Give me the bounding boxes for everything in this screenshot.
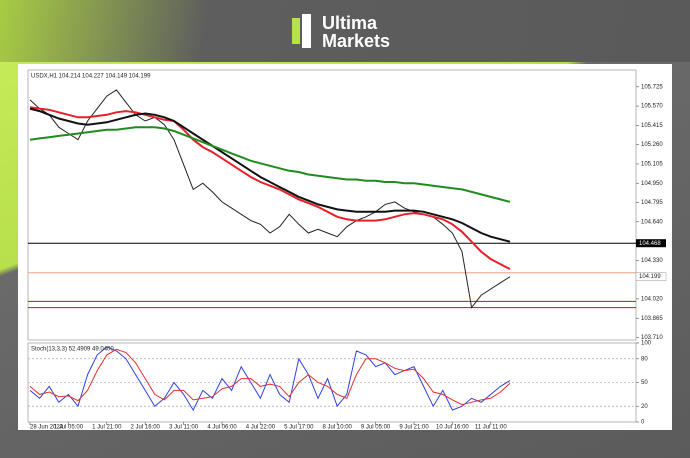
y-tick-label: 20 [641,404,648,410]
y-tick-label: 105.105 [641,162,663,168]
x-tick-label: 1 Jul 21:00 [92,425,122,431]
series-line [29,348,511,406]
series-line [29,346,511,412]
x-tick-label: 4 Jul 06:00 [207,425,237,431]
logo [292,14,311,48]
x-tick-label: 10 Jul 16:00 [436,425,469,431]
series-line [29,106,511,270]
x-tick-label: 9 Jul 21:00 [399,425,429,431]
series-line [29,107,511,243]
y-tick-label: 104.795 [641,200,663,206]
y-tick-label: 80 [641,356,648,362]
y-tick-label: 105.260 [641,142,663,148]
x-tick-label: 8 Jul 10:00 [323,425,353,431]
brand-line2: Markets [322,31,391,51]
y-tick-label: 103.865 [641,316,663,322]
brand-line1: Ultima [322,13,378,33]
y-tick-label: 103.710 [641,335,663,341]
y-tick-label: 100 [641,341,652,347]
y-tick-label: 105.415 [641,123,663,129]
series-line [29,126,511,203]
y-tick-label: 50 [641,380,648,386]
x-tick-label: 9 Jul 05:00 [361,425,391,431]
y-tick-label: 105.725 [641,84,663,90]
y-tick-label: 104.330 [641,258,663,264]
panel-title: Stoch(13,3,3) 52.4909 49.0400 [31,347,114,353]
header: Ultima Markets [0,0,690,62]
last-price-tag [635,272,667,281]
x-tick-label: 1 Jul 05:00 [54,425,84,431]
y-tick-label: 104.640 [641,219,663,225]
y-tick-label: 105.570 [641,104,663,110]
x-tick-label: 11 Jul 11:00 [475,425,507,431]
last-price-label: 104.199 [639,274,661,280]
panel-title: USDX,H1 104.214 104.227 104.149 104.199 [31,74,151,80]
x-tick-label: 28 Jun 2024 [30,425,64,431]
price-tag [636,239,666,248]
price-tag-label: 104.468 [639,241,661,247]
x-tick-label: 2 Jul 16:00 [131,425,161,431]
y-tick-label: 0 [641,420,645,426]
x-tick-label: 5 Jul 17:00 [284,425,314,431]
y-tick-label: 104.950 [641,181,663,187]
main-panel [27,69,637,341]
x-tick-label: 3 Jul 11:00 [169,425,199,431]
y-tick-label: 104.020 [641,297,663,303]
chart-frame [18,64,672,430]
x-tick-label: 4 Jul 22:00 [246,425,276,431]
